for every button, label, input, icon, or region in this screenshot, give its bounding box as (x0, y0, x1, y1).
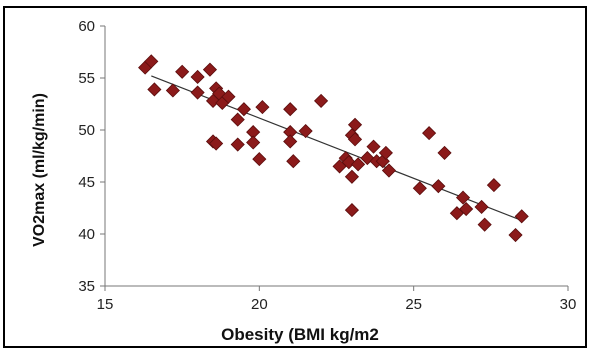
data-point (381, 163, 397, 178)
data-point (175, 64, 190, 79)
data-point (508, 227, 523, 243)
data-point (165, 83, 180, 98)
data-point (190, 85, 205, 100)
data-point (486, 178, 501, 193)
data-point (341, 155, 356, 170)
x-tick-label: 20 (251, 296, 268, 313)
y-tick-label: 60 (78, 18, 95, 35)
data-point (514, 209, 529, 224)
y-tick-label: 40 (78, 226, 95, 243)
data-point (431, 179, 446, 194)
x-tick-label: 25 (405, 296, 422, 313)
data-point (252, 152, 267, 167)
y-axis-label: VO2max (ml/kg/min) (31, 93, 48, 247)
data-point (474, 199, 489, 215)
data-point (202, 62, 218, 77)
y-tick-label: 50 (78, 122, 95, 139)
data-point (286, 154, 301, 169)
data-point (459, 201, 474, 217)
data-point (378, 145, 393, 160)
data-point (190, 69, 205, 85)
data-point (347, 117, 363, 132)
data-point (283, 102, 298, 117)
data-point (236, 102, 251, 117)
data-point (230, 137, 245, 152)
data-point (314, 93, 329, 108)
y-tick-label: 55 (78, 70, 95, 87)
y-tick-label: 45 (78, 174, 95, 191)
data-points (138, 54, 529, 243)
data-point (255, 100, 270, 115)
data-point (209, 136, 224, 151)
data-point (455, 190, 471, 205)
y-tick-label: 35 (78, 278, 95, 295)
data-point (347, 132, 363, 147)
x-axis-label: Obesity (BMI kg/m2 (221, 325, 379, 344)
data-point (351, 157, 366, 172)
data-point (344, 169, 359, 184)
data-point (230, 112, 245, 127)
data-point (298, 123, 313, 139)
data-point (283, 134, 298, 149)
data-point (366, 139, 381, 154)
y-tick-labels: 35 40 45 50 55 60 (78, 18, 95, 295)
data-point (144, 54, 159, 69)
x-tick-labels: 15 20 25 30 (97, 296, 577, 313)
data-point (422, 126, 437, 141)
x-tick-label: 15 (97, 296, 114, 313)
data-point (412, 181, 427, 196)
data-point (437, 145, 452, 160)
chart-frame (3, 6, 587, 348)
data-point (246, 135, 261, 150)
data-point (477, 217, 492, 232)
axes (100, 25, 569, 291)
data-point (344, 203, 359, 218)
x-tick-label: 30 (560, 296, 577, 313)
data-point (147, 82, 162, 97)
data-point (221, 89, 236, 104)
